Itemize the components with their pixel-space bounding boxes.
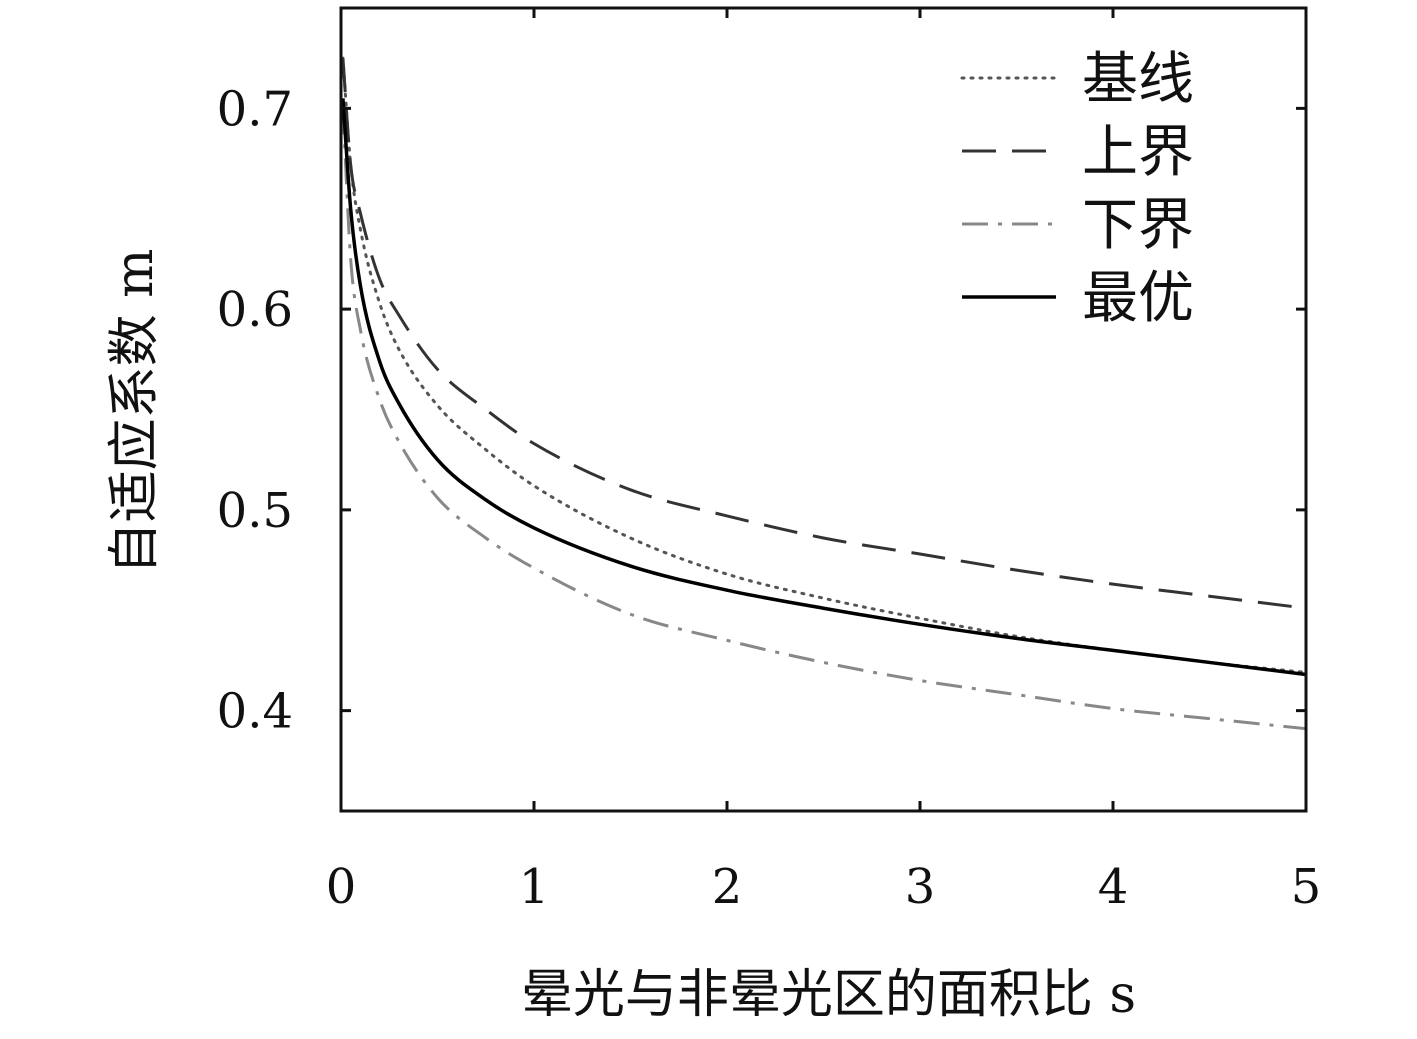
x-tick-label: 4 [1098, 859, 1129, 915]
plot-frame [339, 6, 1308, 813]
y-tick-label: 0.5 [217, 483, 293, 539]
series-line-3 [341, 108, 1307, 731]
legend-label-3: 下界 [1082, 193, 1194, 258]
tick-labels: 0 1 2 3 4 5 0.4 0.5 0.6 0.7 [217, 81, 1322, 915]
legend-label-2: 上界 [1082, 120, 1194, 185]
y-tick-label: 0.6 [217, 282, 293, 338]
legend-label-4: 最优 [1082, 266, 1194, 331]
plot-lines [341, 56, 1308, 731]
x-axis-title: 晕光与非晕光区的面积比 s [521, 965, 1136, 1025]
series-line-2 [341, 58, 1307, 610]
y-axis-title: 自适应系数 m [105, 249, 165, 575]
series-line-1 [341, 56, 1308, 674]
y-tick-label: 0.7 [217, 81, 293, 137]
series-line-4 [341, 98, 1307, 677]
x-tick-label: 0 [326, 859, 357, 915]
x-tick-label: 2 [712, 859, 743, 915]
y-tick-label: 0.4 [217, 684, 293, 740]
legend-label-1: 基线 [1082, 47, 1194, 112]
x-tick-label: 3 [905, 859, 936, 915]
x-tick-label: 5 [1291, 859, 1322, 915]
x-tick-label: 1 [519, 859, 550, 915]
